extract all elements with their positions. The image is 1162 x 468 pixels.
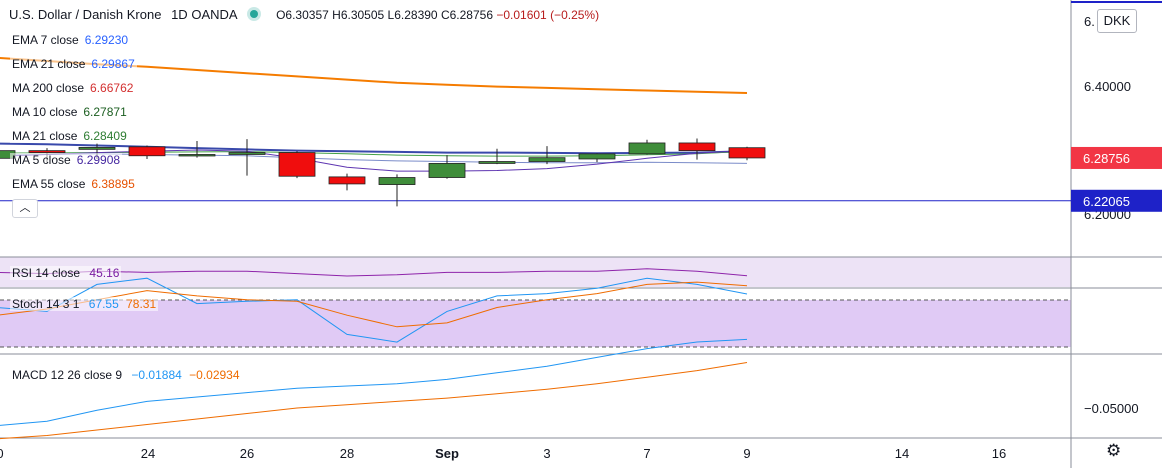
candle-body bbox=[578, 153, 616, 160]
legend-label: MA 21 close bbox=[12, 129, 78, 143]
time-tick-label: 14 bbox=[895, 446, 909, 461]
ma21-line bbox=[0, 142, 748, 155]
symbol-title[interactable]: U.S. Dollar / Danish Krone bbox=[9, 7, 162, 22]
price-tick-label: 6.40000 bbox=[1084, 79, 1131, 94]
legend-row[interactable]: MA 200 close 6.66762 bbox=[10, 81, 136, 95]
macd-line bbox=[0, 338, 748, 426]
legend-row[interactable]: EMA 7 close 6.29230 bbox=[10, 33, 131, 47]
macd-legend: MACD 12 26 close 9 −0.01884 −0.02934 bbox=[10, 368, 242, 382]
legend-value: 6.29867 bbox=[91, 57, 135, 71]
legend-row[interactable]: MA 21 close 6.28409 bbox=[10, 129, 129, 143]
symbol-header: U.S. Dollar / Danish Krone 1D OANDA O6.3… bbox=[9, 7, 599, 22]
rsi-line bbox=[0, 268, 748, 277]
stoch-label: Stoch 14 3 1 bbox=[12, 297, 80, 311]
ohlc-values: O6.30357 H6.30505 L6.28390 C6.28756 −0.0… bbox=[276, 8, 599, 22]
close-value: C6.28756 bbox=[440, 8, 493, 22]
legend-value: 6.27871 bbox=[83, 105, 127, 119]
time-tick-label: 9 bbox=[743, 446, 750, 461]
price-label-text: 6.28756 bbox=[1083, 151, 1130, 166]
candle-body bbox=[178, 154, 216, 157]
low-value: L6.28390 bbox=[387, 8, 438, 22]
chevron-up-icon: ︿ bbox=[19, 202, 31, 214]
market-status-dot bbox=[250, 10, 259, 18]
collapse-legend-button[interactable]: ︿ bbox=[12, 199, 38, 218]
rsi-legend: RSI 14 close 45.16 bbox=[10, 266, 122, 280]
price-tick-label: 6. bbox=[1084, 14, 1095, 29]
candle-body bbox=[478, 161, 516, 164]
stoch-k-value: 67.55 bbox=[88, 297, 119, 311]
price-label-badge bbox=[1071, 189, 1162, 212]
time-tick-label: 3 bbox=[543, 446, 550, 461]
legend-value: 6.38895 bbox=[91, 177, 135, 191]
candle-body bbox=[78, 147, 116, 150]
legend-label: EMA 7 close bbox=[12, 33, 79, 47]
macd-label: MACD 12 26 close 9 bbox=[12, 368, 123, 382]
stoch-k-line bbox=[0, 277, 748, 343]
time-tick-label: 24 bbox=[141, 446, 155, 461]
candles-group bbox=[0, 138, 766, 207]
change-value: −0.01601 (−0.25%) bbox=[496, 8, 600, 22]
time-tick-label: 28 bbox=[340, 446, 354, 461]
candle-body bbox=[28, 150, 66, 153]
legend-row[interactable]: EMA 21 close 6.29867 bbox=[10, 57, 137, 71]
price-label-badge bbox=[1071, 146, 1162, 169]
legend-label: EMA 21 close bbox=[12, 57, 86, 71]
candle-body bbox=[528, 157, 566, 162]
candle-body bbox=[328, 176, 366, 185]
rsi-label: RSI 14 close bbox=[12, 266, 81, 280]
time-tick-label: 26 bbox=[240, 446, 254, 461]
open-value: O6.30357 bbox=[276, 8, 329, 22]
candle-body bbox=[228, 152, 266, 155]
time-tick-label: Sep bbox=[435, 446, 459, 461]
macd-signal-line bbox=[0, 362, 748, 440]
source-label: OANDA bbox=[191, 7, 237, 22]
legend-value: 6.29230 bbox=[84, 33, 129, 47]
time-tick-label: 0 bbox=[0, 446, 4, 461]
stoch-d-value: 78.31 bbox=[126, 297, 157, 311]
rsi-value: 45.16 bbox=[89, 266, 120, 280]
candle-body bbox=[378, 177, 416, 185]
currency-button[interactable]: DKK bbox=[1097, 9, 1137, 33]
price-label-text: 6.22065 bbox=[1083, 194, 1130, 209]
legend-label: MA 200 close bbox=[12, 81, 85, 95]
legend-row[interactable]: MA 5 close 6.29908 bbox=[10, 153, 123, 167]
legend-value: 6.66762 bbox=[90, 81, 134, 95]
time-tick-label: 7 bbox=[643, 446, 650, 461]
macd-value: −0.01884 bbox=[131, 368, 182, 382]
legend-row[interactable]: EMA 55 close 6.38895 bbox=[10, 177, 137, 191]
candle-body bbox=[628, 142, 666, 155]
candle-body bbox=[728, 147, 766, 159]
candle-body bbox=[428, 163, 466, 178]
stoch-legend: Stoch 14 3 1 67.55 78.31 bbox=[10, 297, 159, 311]
legend-label: MA 5 close bbox=[12, 153, 71, 167]
stoch-band bbox=[0, 300, 1071, 347]
legend-label: EMA 55 close bbox=[12, 177, 86, 191]
stoch-d-line bbox=[0, 281, 748, 328]
high-value: H6.30505 bbox=[332, 8, 385, 22]
candle-body bbox=[128, 146, 166, 157]
candle-body bbox=[278, 152, 316, 177]
settings-gear-icon[interactable]: ⚙ bbox=[1106, 441, 1122, 460]
macd-signal-value: −0.02934 bbox=[189, 368, 240, 382]
candle-body bbox=[678, 142, 716, 152]
legend-value: 6.29908 bbox=[76, 153, 121, 167]
ma5-line bbox=[0, 149, 748, 172]
macd-tick-label: −0.05000 bbox=[1084, 401, 1139, 416]
legend-value: 6.28409 bbox=[83, 129, 127, 143]
time-tick-label: 16 bbox=[992, 446, 1006, 461]
interval-label[interactable]: 1D bbox=[171, 7, 188, 22]
legend-row[interactable]: MA 10 close 6.27871 bbox=[10, 105, 129, 119]
legend-label: MA 10 close bbox=[12, 105, 78, 119]
